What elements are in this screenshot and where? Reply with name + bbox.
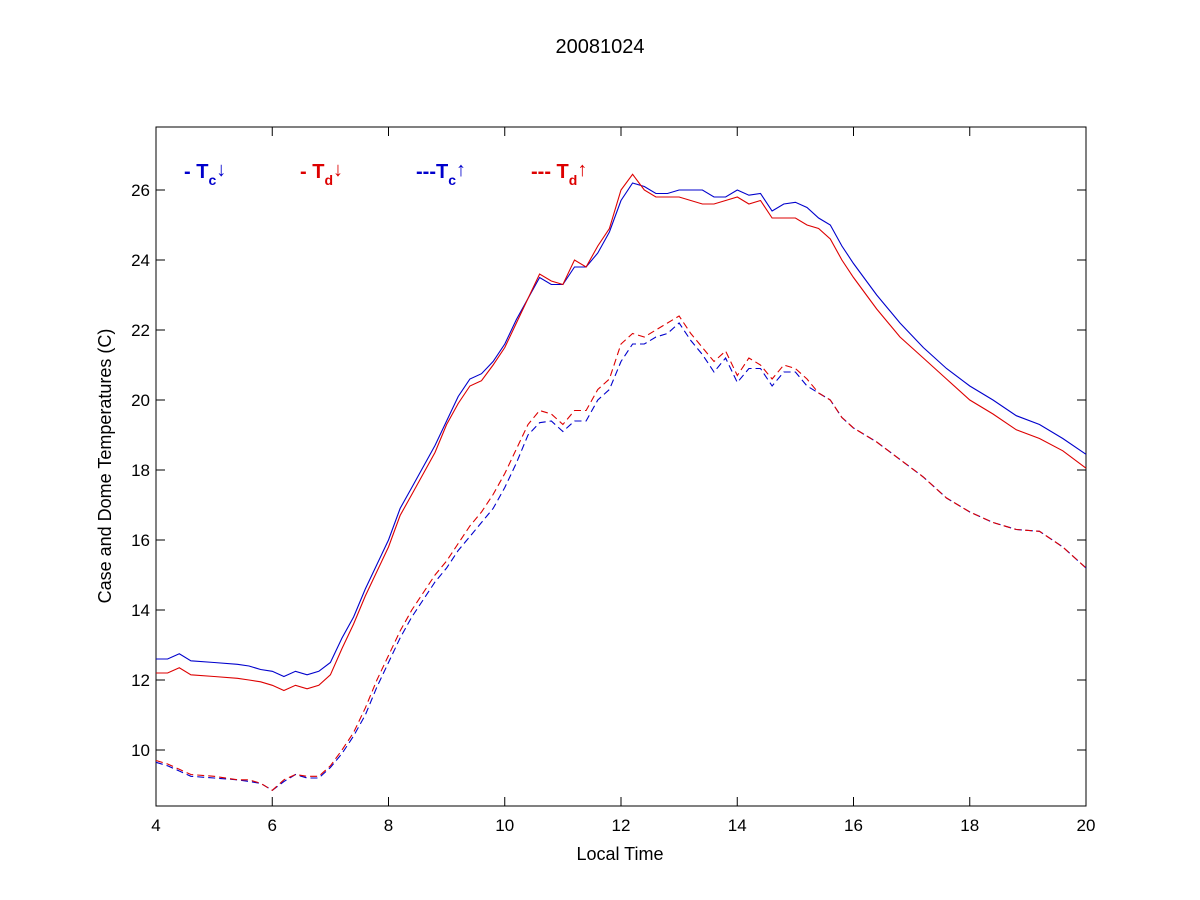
y-tick-label: 20 [131, 391, 150, 410]
legend-entry-1: - Tc↓ [184, 159, 226, 188]
x-axis-label: Local Time [576, 844, 663, 864]
x-tick-label: 12 [612, 816, 631, 835]
y-tick-label: 10 [131, 741, 150, 760]
y-tick-label: 16 [131, 531, 150, 550]
y-tick-label: 18 [131, 461, 150, 480]
series-line-1 [156, 182, 1087, 678]
legend: - Tc↓ - Td↓ ---Tc↑ --- Td↑ [184, 159, 587, 188]
x-tick-label: 6 [268, 816, 277, 835]
x-tick-label: 20 [1077, 816, 1096, 835]
x-tick-label: 16 [844, 816, 863, 835]
y-tick-label: 22 [131, 321, 150, 340]
legend-entry-4: --- Td↑ [531, 159, 587, 188]
y-axis-label: Case and Dome Temperatures (C) [95, 329, 115, 604]
legend-entry-3: ---Tc↑ [416, 159, 466, 188]
tick-layer: 4 6 8 10 12 14 16 18 20 10 12 14 16 18 20 22 24 26 [131, 127, 1095, 835]
series-layer [155, 173, 1087, 791]
legend-entry-2: - Td↓ [300, 159, 343, 188]
x-tick-label: 10 [495, 816, 514, 835]
series-line-2 [156, 173, 1087, 692]
series-line-4 [155, 315, 1087, 791]
y-tick-label: 24 [131, 251, 150, 270]
chart-title: 20081024 [556, 36, 645, 58]
x-tick-label: 18 [960, 816, 979, 835]
y-tick-label: 14 [131, 601, 150, 620]
x-tick-label: 14 [728, 816, 747, 835]
y-tick-label: 26 [131, 181, 150, 200]
y-tick-label: 12 [131, 671, 150, 690]
x-tick-label: 8 [384, 816, 393, 835]
plot-area [155, 126, 1087, 807]
x-tick-label: 4 [151, 816, 160, 835]
